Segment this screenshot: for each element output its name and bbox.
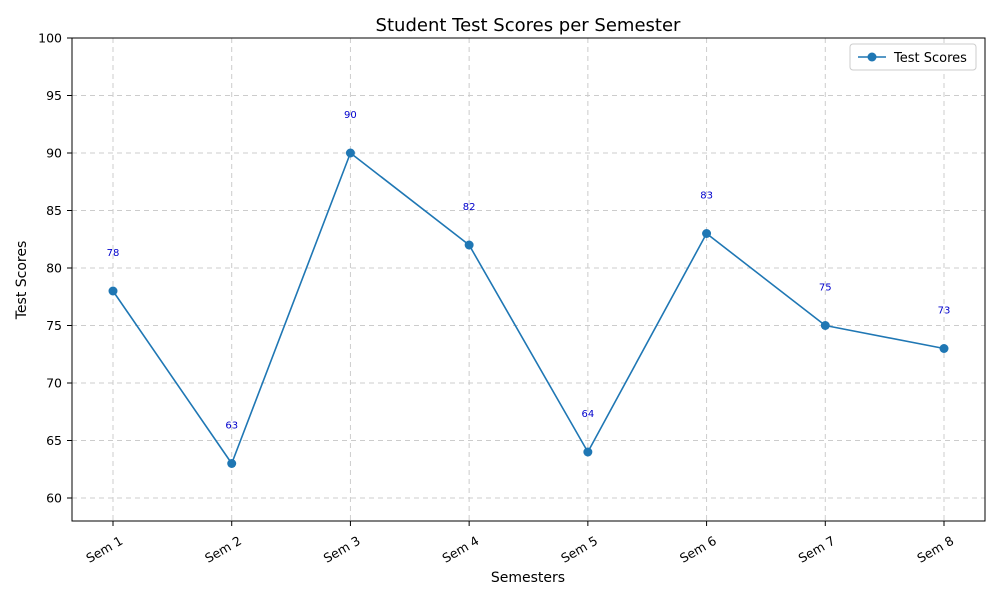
data-label: 73 <box>938 306 951 317</box>
data-label: 63 <box>225 421 238 432</box>
data-label: 90 <box>344 110 357 121</box>
x-tick-label: Sem 6 <box>677 533 719 566</box>
data-point <box>464 240 474 250</box>
data-label: 64 <box>581 409 594 420</box>
series-line <box>112 152 945 465</box>
x-tick-label: Sem 2 <box>202 533 244 566</box>
x-tick-label: Sem 5 <box>558 533 600 566</box>
series-layer <box>108 148 949 468</box>
plot-border <box>71 37 986 522</box>
y-tick-label: 80 <box>46 261 62 276</box>
legend-marker-swatch <box>867 52 877 62</box>
x-tick-label: Sem 8 <box>914 533 956 566</box>
y-tick-label: 90 <box>46 146 62 161</box>
y-tick-label: 95 <box>46 88 62 103</box>
data-point <box>345 148 355 158</box>
x-tick-label: Sem 1 <box>83 533 125 566</box>
y-tick-label: 100 <box>38 31 62 46</box>
data-point <box>108 286 118 296</box>
x-tick-label: Sem 7 <box>796 533 838 566</box>
data-label: 83 <box>700 191 713 202</box>
y-tick-label: 70 <box>46 376 62 391</box>
legend: Test Scores <box>849 43 977 71</box>
axis-ticks: 60 65 70 75 80 85 90 95 100 Sem 1 Sem 2 Sem 3 Sem 4 S… <box>38 31 956 566</box>
legend-label: Test Scores <box>893 51 967 66</box>
data-point <box>583 447 593 457</box>
y-tick-label: 60 <box>46 491 62 506</box>
y-tick-label: 75 <box>46 318 62 333</box>
data-point <box>939 344 949 353</box>
x-axis-label: Semesters <box>491 570 565 586</box>
x-tick-label: Sem 3 <box>321 533 363 566</box>
data-point <box>702 229 712 238</box>
data-label: 78 <box>107 248 120 259</box>
y-tick-label: 85 <box>46 203 62 218</box>
legend-box <box>849 43 977 71</box>
data-label: 75 <box>819 283 832 294</box>
data-point <box>227 459 237 468</box>
data-label: 82 <box>463 202 476 213</box>
y-tick-label: 65 <box>46 433 62 448</box>
plot-frame <box>71 37 986 522</box>
y-axis-label: Test Scores <box>14 241 30 321</box>
chart-title: Student Test Scores per Semester <box>376 15 682 36</box>
data-labels: 78 63 90 82 64 83 75 73 <box>107 110 951 432</box>
data-point <box>820 321 830 330</box>
grid-layer <box>72 37 985 521</box>
x-tick-label: Sem 4 <box>440 533 482 566</box>
